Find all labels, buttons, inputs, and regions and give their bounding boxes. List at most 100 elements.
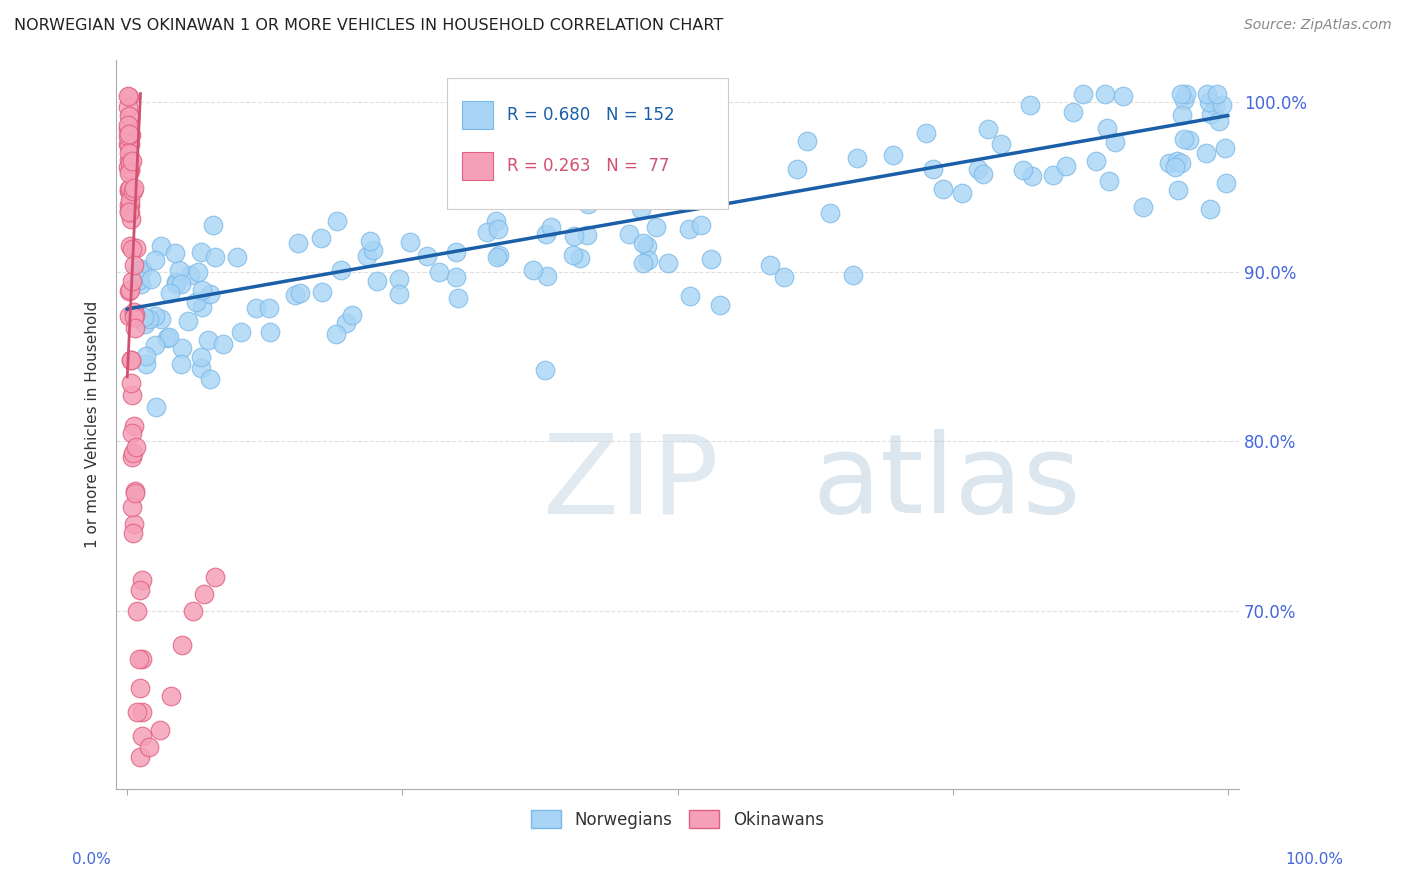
Point (589, 166, 612, 180)
Point (536, 268, 558, 283)
Point (359, 235, 381, 249)
Point (197, 333, 219, 347)
Point (1204, 99, 1226, 113)
Point (1215, 176, 1237, 190)
Point (326, 213, 349, 227)
Point (631, 236, 654, 251)
Point (117, 88, 139, 103)
Point (191, 300, 214, 314)
Point (644, 220, 666, 235)
Text: Source: ZipAtlas.com: Source: ZipAtlas.com (1244, 18, 1392, 32)
Point (366, 274, 388, 288)
Text: 100.0%: 100.0% (1285, 852, 1344, 867)
Point (149, 723, 172, 737)
Point (399, 235, 422, 249)
Point (179, 268, 201, 282)
Point (118, 206, 141, 220)
Point (758, 258, 780, 272)
Point (118, 204, 141, 219)
Point (1164, 160, 1187, 174)
Point (135, 357, 157, 371)
Point (118, 198, 141, 212)
FancyBboxPatch shape (447, 78, 728, 209)
Point (181, 604, 204, 618)
Point (1205, 87, 1227, 101)
Point (915, 126, 938, 140)
Point (118, 128, 141, 142)
Point (193, 587, 215, 601)
Point (118, 136, 141, 151)
Point (118, 166, 141, 180)
Point (118, 283, 141, 297)
Point (120, 128, 142, 142)
Point (190, 361, 212, 376)
Point (444, 245, 467, 260)
Point (159, 285, 181, 300)
Point (1170, 87, 1192, 101)
Point (121, 154, 143, 169)
Point (145, 401, 167, 415)
Point (257, 301, 280, 316)
Point (172, 638, 194, 652)
Point (536, 227, 558, 241)
Point (118, 109, 141, 123)
Point (845, 151, 868, 165)
Point (446, 270, 468, 285)
Point (170, 341, 193, 355)
Point (388, 286, 411, 301)
Point (488, 248, 510, 262)
Point (259, 325, 281, 339)
Point (131, 705, 153, 719)
Point (1166, 183, 1188, 197)
Point (177, 314, 200, 328)
Text: R = 0.263   N =  77: R = 0.263 N = 77 (508, 157, 669, 175)
Point (1195, 146, 1218, 161)
Y-axis label: 1 or more Vehicles in Household: 1 or more Vehicles in Household (86, 301, 100, 548)
Point (125, 242, 148, 256)
Point (485, 214, 508, 228)
Point (127, 604, 149, 618)
Point (149, 312, 172, 326)
Point (204, 570, 226, 584)
Point (121, 242, 143, 256)
Point (134, 310, 156, 324)
Point (198, 371, 221, 385)
Point (1173, 132, 1195, 146)
Point (1112, 88, 1135, 103)
Point (118, 90, 141, 104)
Point (356, 249, 378, 263)
Point (124, 308, 146, 322)
Point (117, 118, 139, 132)
Point (118, 185, 141, 199)
Point (157, 329, 180, 343)
Point (122, 180, 145, 194)
Point (309, 231, 332, 245)
Point (143, 253, 166, 268)
Point (118, 284, 141, 298)
Point (120, 376, 142, 390)
Point (952, 186, 974, 200)
Point (120, 211, 142, 226)
Point (1094, 87, 1116, 102)
Point (287, 236, 309, 251)
Point (245, 301, 267, 315)
Point (156, 331, 179, 345)
Point (143, 309, 166, 323)
Point (1166, 154, 1188, 169)
Point (124, 305, 146, 319)
Point (170, 277, 193, 292)
Point (187, 265, 209, 279)
Point (704, 107, 727, 121)
Point (1071, 87, 1094, 101)
Point (122, 310, 145, 325)
Point (198, 287, 221, 301)
Point (575, 193, 598, 207)
Point (129, 277, 152, 291)
Text: 0.0%: 0.0% (72, 852, 111, 867)
Point (475, 225, 498, 239)
Point (122, 526, 145, 541)
Bar (463, 153, 494, 180)
Point (1173, 93, 1195, 107)
Point (135, 350, 157, 364)
Point (120, 353, 142, 368)
